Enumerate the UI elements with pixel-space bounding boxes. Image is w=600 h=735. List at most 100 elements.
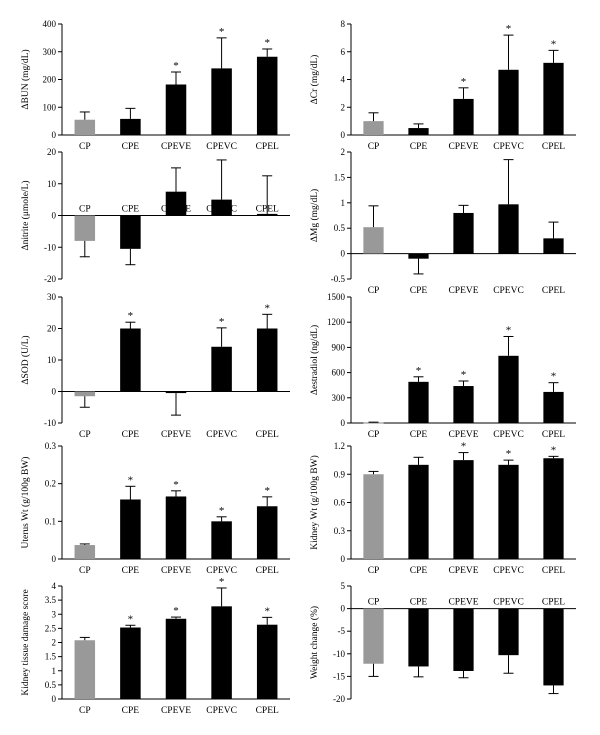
significance-star: * [264, 37, 270, 49]
category-label: CPE [122, 205, 140, 215]
bar-cpeve [453, 386, 474, 423]
bar-cp [74, 391, 96, 397]
y-tick-label: -20 [44, 274, 56, 284]
bar-cpeve [165, 191, 187, 216]
significance-star: * [264, 605, 270, 617]
bar-cpeve [453, 608, 474, 671]
bar-cpe [120, 215, 141, 249]
bar-cp [363, 474, 384, 559]
category-label: CPEL [542, 142, 565, 152]
bar-cpevc [498, 608, 519, 656]
y-tick-label: 200 [43, 75, 57, 85]
y-axis-label: Kidney Wt (g/100g BW) [309, 455, 320, 550]
category-label: CPEVE [161, 205, 191, 215]
category-label: CPEVC [493, 286, 524, 296]
y-tick-label: 3 [52, 609, 57, 619]
bar-cpevc [498, 355, 519, 423]
significance-star: * [173, 60, 179, 72]
category-label: CPE [410, 598, 428, 608]
category-label: CPEVE [448, 566, 478, 576]
chart-panel-2: 0 2 4 6 8 ΔCr (mg/dL) CP CPE * CPEVE * CPEVC * CPEL [309, 19, 576, 152]
category-label: CPEVC [493, 430, 524, 440]
category-label: CPEVC [206, 566, 237, 576]
chart-panel-8: 0 0.3 0.6 0.9 1.2 Kidney Wt (g/100g BW) CP CPE *… [309, 441, 576, 576]
y-tick-label: 1 [52, 666, 57, 676]
y-tick-label: 0 [52, 130, 57, 140]
significance-star: * [219, 26, 225, 38]
category-label: CPEVC [206, 142, 237, 152]
significance-star: * [219, 505, 225, 517]
category-label: CPEVC [493, 566, 524, 576]
category-label: CPEL [542, 566, 565, 576]
significance-star: * [461, 369, 467, 381]
bar-cpeve [165, 391, 187, 394]
chart-panel-9: 0 0.5 1 1.5 2 2.5 3 3.5 4 Kidney tissue damage sc… [21, 576, 290, 716]
bar-cpe [120, 328, 141, 392]
chart-panel-1: 0 100 200 300 400 ΔBUN (mg/dL) CP CPE * CPEVE * CPE… [20, 19, 290, 152]
bar-cp [363, 227, 384, 254]
y-tick-label: 0.3 [45, 441, 57, 451]
y-tick-label: 100 [43, 102, 57, 112]
significance-star: * [219, 576, 225, 588]
category-label: CPE [410, 142, 428, 152]
y-tick-label: 0 [341, 418, 346, 428]
bar-cpeve [453, 212, 474, 254]
category-label: CPE [122, 706, 140, 716]
y-tick-label: 600 [332, 368, 346, 378]
significance-star: * [416, 365, 422, 377]
category-label: CP [368, 566, 380, 576]
y-axis-label: ΔMg (mg/dL) [309, 189, 320, 242]
y-tick-label: 0 [341, 130, 346, 140]
bar-cpevc [211, 68, 232, 135]
chart-panel-7: 0 0.1 0.2 0.3 Uterus Wt (g/100g BW) CP * CPE * CP… [20, 441, 290, 576]
y-tick-label: 2 [341, 102, 346, 112]
bar-cp [74, 119, 96, 135]
y-tick-label: 0.6 [334, 498, 346, 508]
category-label: CPEVE [161, 566, 191, 576]
bar-cpeve [453, 98, 474, 135]
category-label: CP [79, 430, 91, 440]
category-label: CPE [122, 142, 140, 152]
bar-cpeve [165, 618, 187, 699]
category-label: CPE [122, 430, 140, 440]
y-tick-label: 30 [47, 292, 57, 302]
significance-star: * [551, 38, 557, 50]
y-tick-label: 0.9 [334, 469, 346, 479]
category-label: CPEVC [206, 430, 237, 440]
category-label: CPEL [256, 205, 279, 215]
y-tick-label: -10 [44, 242, 56, 252]
category-label: CP [79, 706, 91, 716]
category-label: CPEVE [161, 706, 191, 716]
bar-cpe [120, 627, 141, 699]
y-tick-label: 8 [341, 19, 346, 29]
category-label: CPEL [256, 706, 279, 716]
category-label: CPEVE [448, 430, 478, 440]
y-tick-label: 1.2 [334, 441, 345, 451]
bar-cpel [256, 506, 278, 559]
y-tick-label: -15 [333, 671, 345, 681]
y-tick-label: 0 [52, 554, 57, 564]
category-label: CPE [410, 286, 428, 296]
y-tick-label: 10 [47, 355, 57, 365]
category-label: CPEL [256, 566, 279, 576]
y-tick-label: 1 [341, 198, 346, 208]
category-label: CPEVE [161, 142, 191, 152]
y-tick-label: 6 [341, 47, 346, 57]
bar-cpel [543, 391, 564, 423]
bar-cpe [120, 499, 141, 559]
bar-cpe [408, 253, 429, 259]
bar-cpel [256, 328, 278, 392]
category-label: CP [79, 566, 91, 576]
y-tick-label: 400 [43, 19, 57, 29]
bar-cp [74, 545, 96, 559]
bar-cpel [256, 56, 278, 136]
bar-cpe [120, 118, 141, 135]
y-tick-label: 0.5 [45, 680, 57, 690]
category-label: CPEVC [493, 142, 524, 152]
category-label: CPEL [542, 430, 565, 440]
y-tick-label: 1.5 [45, 652, 57, 662]
bar-cpevc [211, 521, 232, 559]
y-axis-label: Δnitrite (μmole/L) [20, 180, 31, 250]
category-label: CPEL [542, 598, 565, 608]
